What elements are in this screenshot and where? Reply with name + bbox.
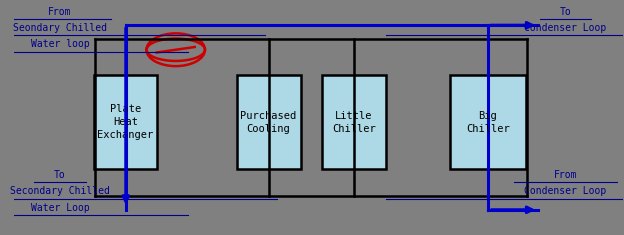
Text: Water Loop: Water Loop bbox=[31, 203, 89, 213]
Text: Seondary Chilled: Seondary Chilled bbox=[13, 23, 107, 33]
Text: Little
Chiller: Little Chiller bbox=[332, 111, 376, 134]
Text: Purchased
Cooling: Purchased Cooling bbox=[240, 111, 297, 134]
FancyBboxPatch shape bbox=[450, 75, 526, 169]
Text: Big
Chiller: Big Chiller bbox=[466, 111, 510, 134]
Text: From: From bbox=[48, 7, 72, 16]
Text: To: To bbox=[54, 170, 66, 180]
Text: Condenser Loop: Condenser Loop bbox=[524, 186, 607, 196]
Text: From: From bbox=[553, 170, 577, 180]
Text: To: To bbox=[560, 7, 572, 16]
Text: Water loop: Water loop bbox=[31, 39, 89, 49]
Text: Plate
Heat
Exchanger: Plate Heat Exchanger bbox=[97, 104, 154, 140]
FancyBboxPatch shape bbox=[322, 75, 386, 169]
Text: Condenser Loop: Condenser Loop bbox=[524, 23, 607, 33]
FancyBboxPatch shape bbox=[94, 75, 157, 169]
Text: Secondary Chilled: Secondary Chilled bbox=[10, 186, 110, 196]
FancyBboxPatch shape bbox=[236, 75, 301, 169]
